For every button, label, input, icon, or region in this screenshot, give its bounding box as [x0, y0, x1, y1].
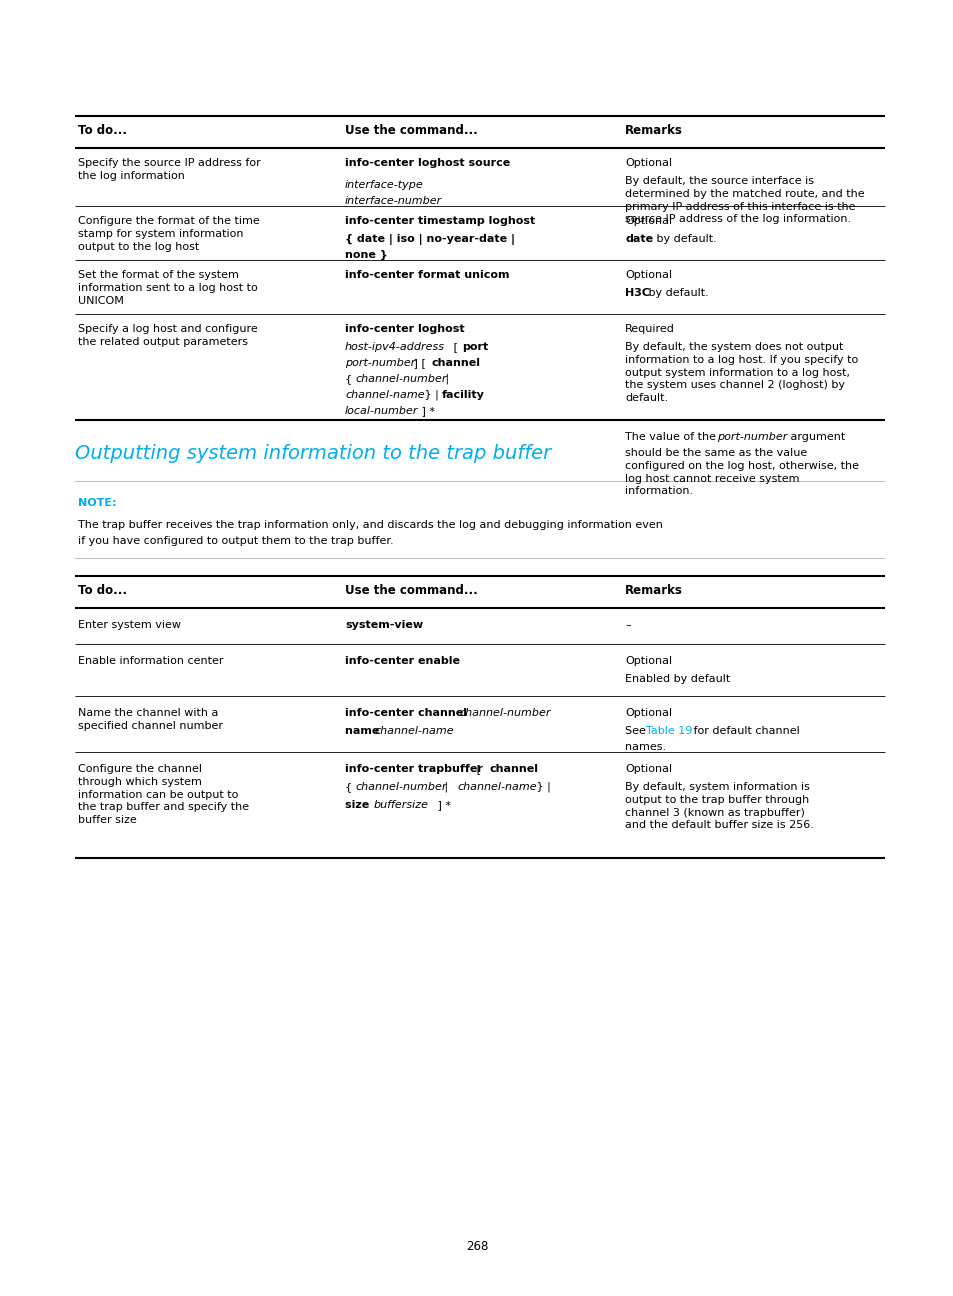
Text: Use the command...: Use the command... — [345, 124, 477, 137]
Text: To do...: To do... — [78, 124, 127, 137]
Text: The value of the: The value of the — [624, 432, 719, 442]
Text: Table 19: Table 19 — [645, 726, 692, 736]
Text: The trap buffer receives the trap information only, and discards the log and deb: The trap buffer receives the trap inform… — [78, 520, 662, 530]
Text: date: date — [624, 235, 653, 244]
Text: port-number: port-number — [717, 432, 786, 442]
Text: Enter system view: Enter system view — [78, 619, 181, 630]
Text: [: [ — [473, 765, 484, 774]
Text: interface-type: interface-type — [345, 180, 423, 191]
Text: info-center channel: info-center channel — [345, 708, 471, 718]
Text: –: – — [624, 619, 630, 630]
Text: Optional: Optional — [624, 270, 672, 280]
Text: channel-number: channel-number — [355, 781, 446, 792]
Text: argument: argument — [786, 432, 844, 442]
Text: Optional: Optional — [624, 158, 672, 168]
Text: |: | — [440, 781, 451, 792]
Text: ] *: ] * — [417, 406, 435, 416]
Text: none }: none } — [345, 250, 387, 260]
Text: interface-number: interface-number — [345, 196, 442, 206]
Text: Outputting system information to the trap buffer: Outputting system information to the tra… — [75, 445, 551, 463]
Text: Set the format of the system
information sent to a log host to
UNICOM: Set the format of the system information… — [78, 270, 257, 306]
Text: By default, the system does not output
information to a log host. If you specify: By default, the system does not output i… — [624, 342, 858, 403]
Text: By default, system information is
output to the trap buffer through
channel 3 (k: By default, system information is output… — [624, 781, 813, 831]
Text: Remarks: Remarks — [624, 124, 682, 137]
Text: channel: channel — [489, 765, 537, 774]
Text: name: name — [345, 726, 383, 736]
Text: by default.: by default. — [652, 235, 716, 244]
Text: Remarks: Remarks — [624, 584, 682, 597]
Text: Optional: Optional — [624, 765, 672, 774]
Text: Enabled by default: Enabled by default — [624, 674, 729, 684]
Text: info-center enable: info-center enable — [345, 656, 459, 666]
Text: host-ipv4-address: host-ipv4-address — [345, 342, 444, 353]
Text: info-center format unicom: info-center format unicom — [345, 270, 509, 280]
Text: size: size — [345, 800, 373, 810]
Text: facility: facility — [441, 390, 484, 400]
Text: Use the command...: Use the command... — [345, 584, 477, 597]
Text: channel-number: channel-number — [355, 375, 446, 384]
Text: Configure the format of the time
stamp for system information
output to the log : Configure the format of the time stamp f… — [78, 216, 259, 251]
Text: channel-name: channel-name — [374, 726, 453, 736]
Text: } |: } | — [533, 781, 550, 792]
Text: NOTE:: NOTE: — [78, 498, 116, 508]
Text: info-center timestamp loghost: info-center timestamp loghost — [345, 216, 535, 226]
Text: 268: 268 — [465, 1239, 488, 1252]
Text: info-center loghost: info-center loghost — [345, 324, 464, 334]
Text: info-center trapbuffer: info-center trapbuffer — [345, 765, 482, 774]
Text: for default channel: for default channel — [689, 726, 799, 736]
Text: Configure the channel
through which system
information can be output to
the trap: Configure the channel through which syst… — [78, 765, 249, 826]
Text: By default, the source interface is
determined by the matched route, and the
pri: By default, the source interface is dete… — [624, 176, 863, 224]
Text: [: [ — [450, 342, 461, 353]
Text: info-center loghost source: info-center loghost source — [345, 158, 510, 168]
Text: |: | — [441, 375, 449, 385]
Text: channel-number: channel-number — [458, 708, 550, 718]
Text: {: { — [345, 375, 355, 384]
Text: by default.: by default. — [644, 288, 708, 298]
Text: { date | iso | no-year-date |: { date | iso | no-year-date | — [345, 235, 515, 245]
Text: Optional: Optional — [624, 708, 672, 718]
Text: Required: Required — [624, 324, 674, 334]
Text: To do...: To do... — [78, 584, 127, 597]
Text: Optional: Optional — [624, 656, 672, 666]
Text: Specify a log host and configure
the related output parameters: Specify a log host and configure the rel… — [78, 324, 257, 347]
Text: names.: names. — [624, 743, 665, 752]
Text: channel: channel — [431, 358, 479, 368]
Text: channel-name: channel-name — [345, 390, 424, 400]
Text: See: See — [624, 726, 649, 736]
Text: ] [: ] [ — [410, 358, 429, 368]
Text: ] *: ] * — [434, 800, 451, 810]
Text: } |: } | — [420, 390, 442, 400]
Text: {: { — [345, 781, 355, 792]
Text: Name the channel with a
specified channel number: Name the channel with a specified channe… — [78, 708, 223, 731]
Text: Enable information center: Enable information center — [78, 656, 223, 666]
Text: channel-name: channel-name — [456, 781, 536, 792]
Text: Specify the source IP address for
the log information: Specify the source IP address for the lo… — [78, 158, 260, 181]
Text: Optional: Optional — [624, 216, 672, 226]
Text: H3C: H3C — [624, 288, 649, 298]
Text: if you have configured to output them to the trap buffer.: if you have configured to output them to… — [78, 537, 394, 546]
Text: local-number: local-number — [345, 406, 418, 416]
Text: system-view: system-view — [345, 619, 423, 630]
Text: port: port — [461, 342, 488, 353]
Text: port-number: port-number — [345, 358, 415, 368]
Text: buffersize: buffersize — [374, 800, 429, 810]
Text: should be the same as the value
configured on the log host, otherwise, the
log h: should be the same as the value configur… — [624, 448, 858, 496]
